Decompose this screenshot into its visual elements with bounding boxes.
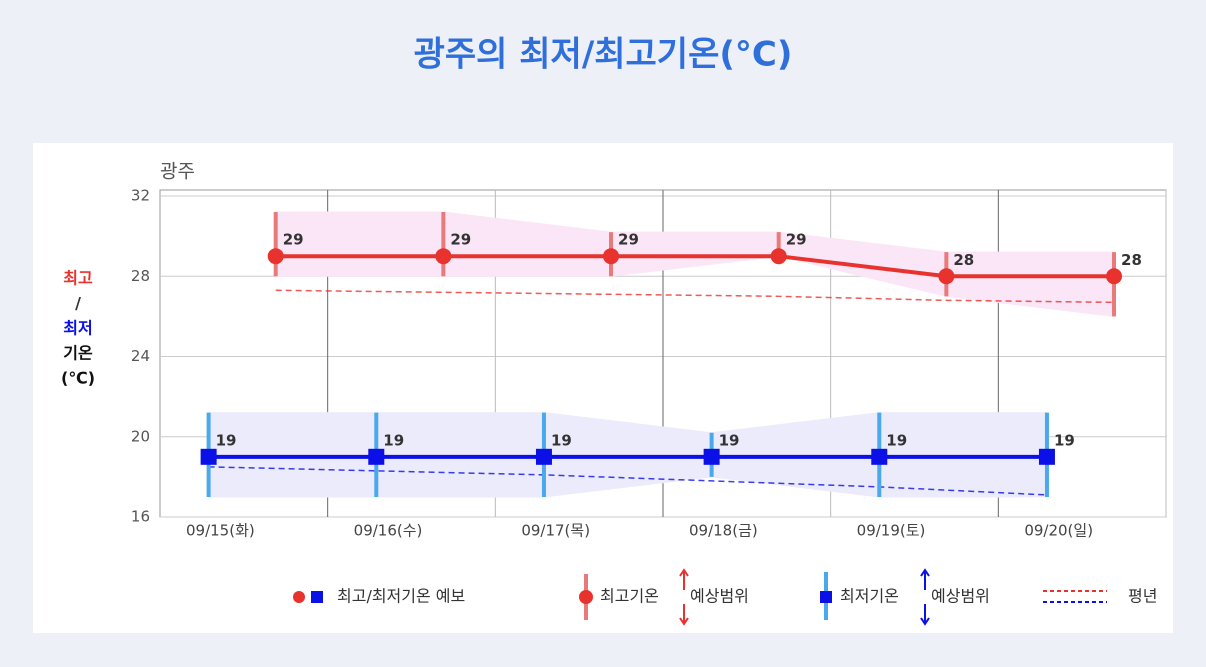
y-tick-label: 24 (131, 347, 150, 365)
legend-arrow (679, 568, 689, 626)
legend-arrow (920, 568, 930, 626)
point (938, 268, 955, 285)
line (275, 254, 1115, 279)
point (1106, 268, 1123, 285)
y-axis-label: / (75, 294, 81, 313)
data-label: 29 (283, 231, 304, 249)
legend-label: 예상범위 (690, 587, 749, 606)
y-axis-label: 기온 (63, 344, 93, 363)
legend-marker (293, 591, 305, 603)
data-label: 29 (618, 231, 639, 249)
data-label: 19 (1054, 431, 1075, 449)
y-axis-label: (℃) (61, 369, 95, 388)
x-tick-label: 09/15(화) (186, 522, 255, 540)
data-label: 29 (450, 231, 471, 249)
x-tick-label: 09/20(일) (1024, 522, 1093, 540)
data-label: 19 (719, 431, 740, 449)
legend-label: 최고/최저기온 예보 (337, 587, 465, 606)
point (703, 448, 720, 465)
x-tick-label: 09/16(수) (354, 522, 423, 540)
data-label: 19 (216, 431, 237, 449)
data-label: 28 (1121, 251, 1142, 269)
point (535, 448, 552, 465)
y-tick-label: 16 (131, 508, 150, 526)
legend-marker (579, 590, 593, 604)
point (200, 448, 217, 465)
x-tick-label: 09/17(목) (521, 522, 590, 540)
legend-marker (820, 591, 832, 603)
legend-label: 최저기온 (840, 587, 899, 606)
legend-label: 최고기온 (600, 587, 659, 606)
point (368, 448, 385, 465)
data-label: 28 (953, 251, 974, 269)
legend-label: 예상범위 (931, 587, 990, 606)
chart-title: 광주 (160, 161, 195, 183)
y-tick-label: 28 (131, 267, 150, 285)
data-label: 19 (886, 431, 907, 449)
x-tick-label: 09/18(금) (689, 522, 758, 540)
point (1038, 448, 1055, 465)
panel (33, 143, 1173, 633)
data-label: 19 (551, 431, 572, 449)
y-tick-label: 32 (131, 187, 150, 205)
page-title: 광주의 최저/최고기온(°C) (414, 35, 793, 75)
y-tick-label: 20 (131, 427, 150, 445)
point (770, 248, 787, 265)
data-label: 19 (383, 431, 404, 449)
y-axis-label: 최고 (63, 269, 93, 288)
legend-marker (311, 591, 323, 603)
range-band (208, 412, 1048, 498)
y-axis-label: 최저 (63, 319, 92, 338)
point (603, 248, 620, 265)
point (435, 248, 452, 265)
legend-label: 평년 (1128, 587, 1157, 606)
x-tick-label: 09/19(토) (857, 522, 926, 540)
data-label: 29 (786, 231, 807, 249)
point (871, 448, 888, 465)
point (267, 248, 284, 265)
